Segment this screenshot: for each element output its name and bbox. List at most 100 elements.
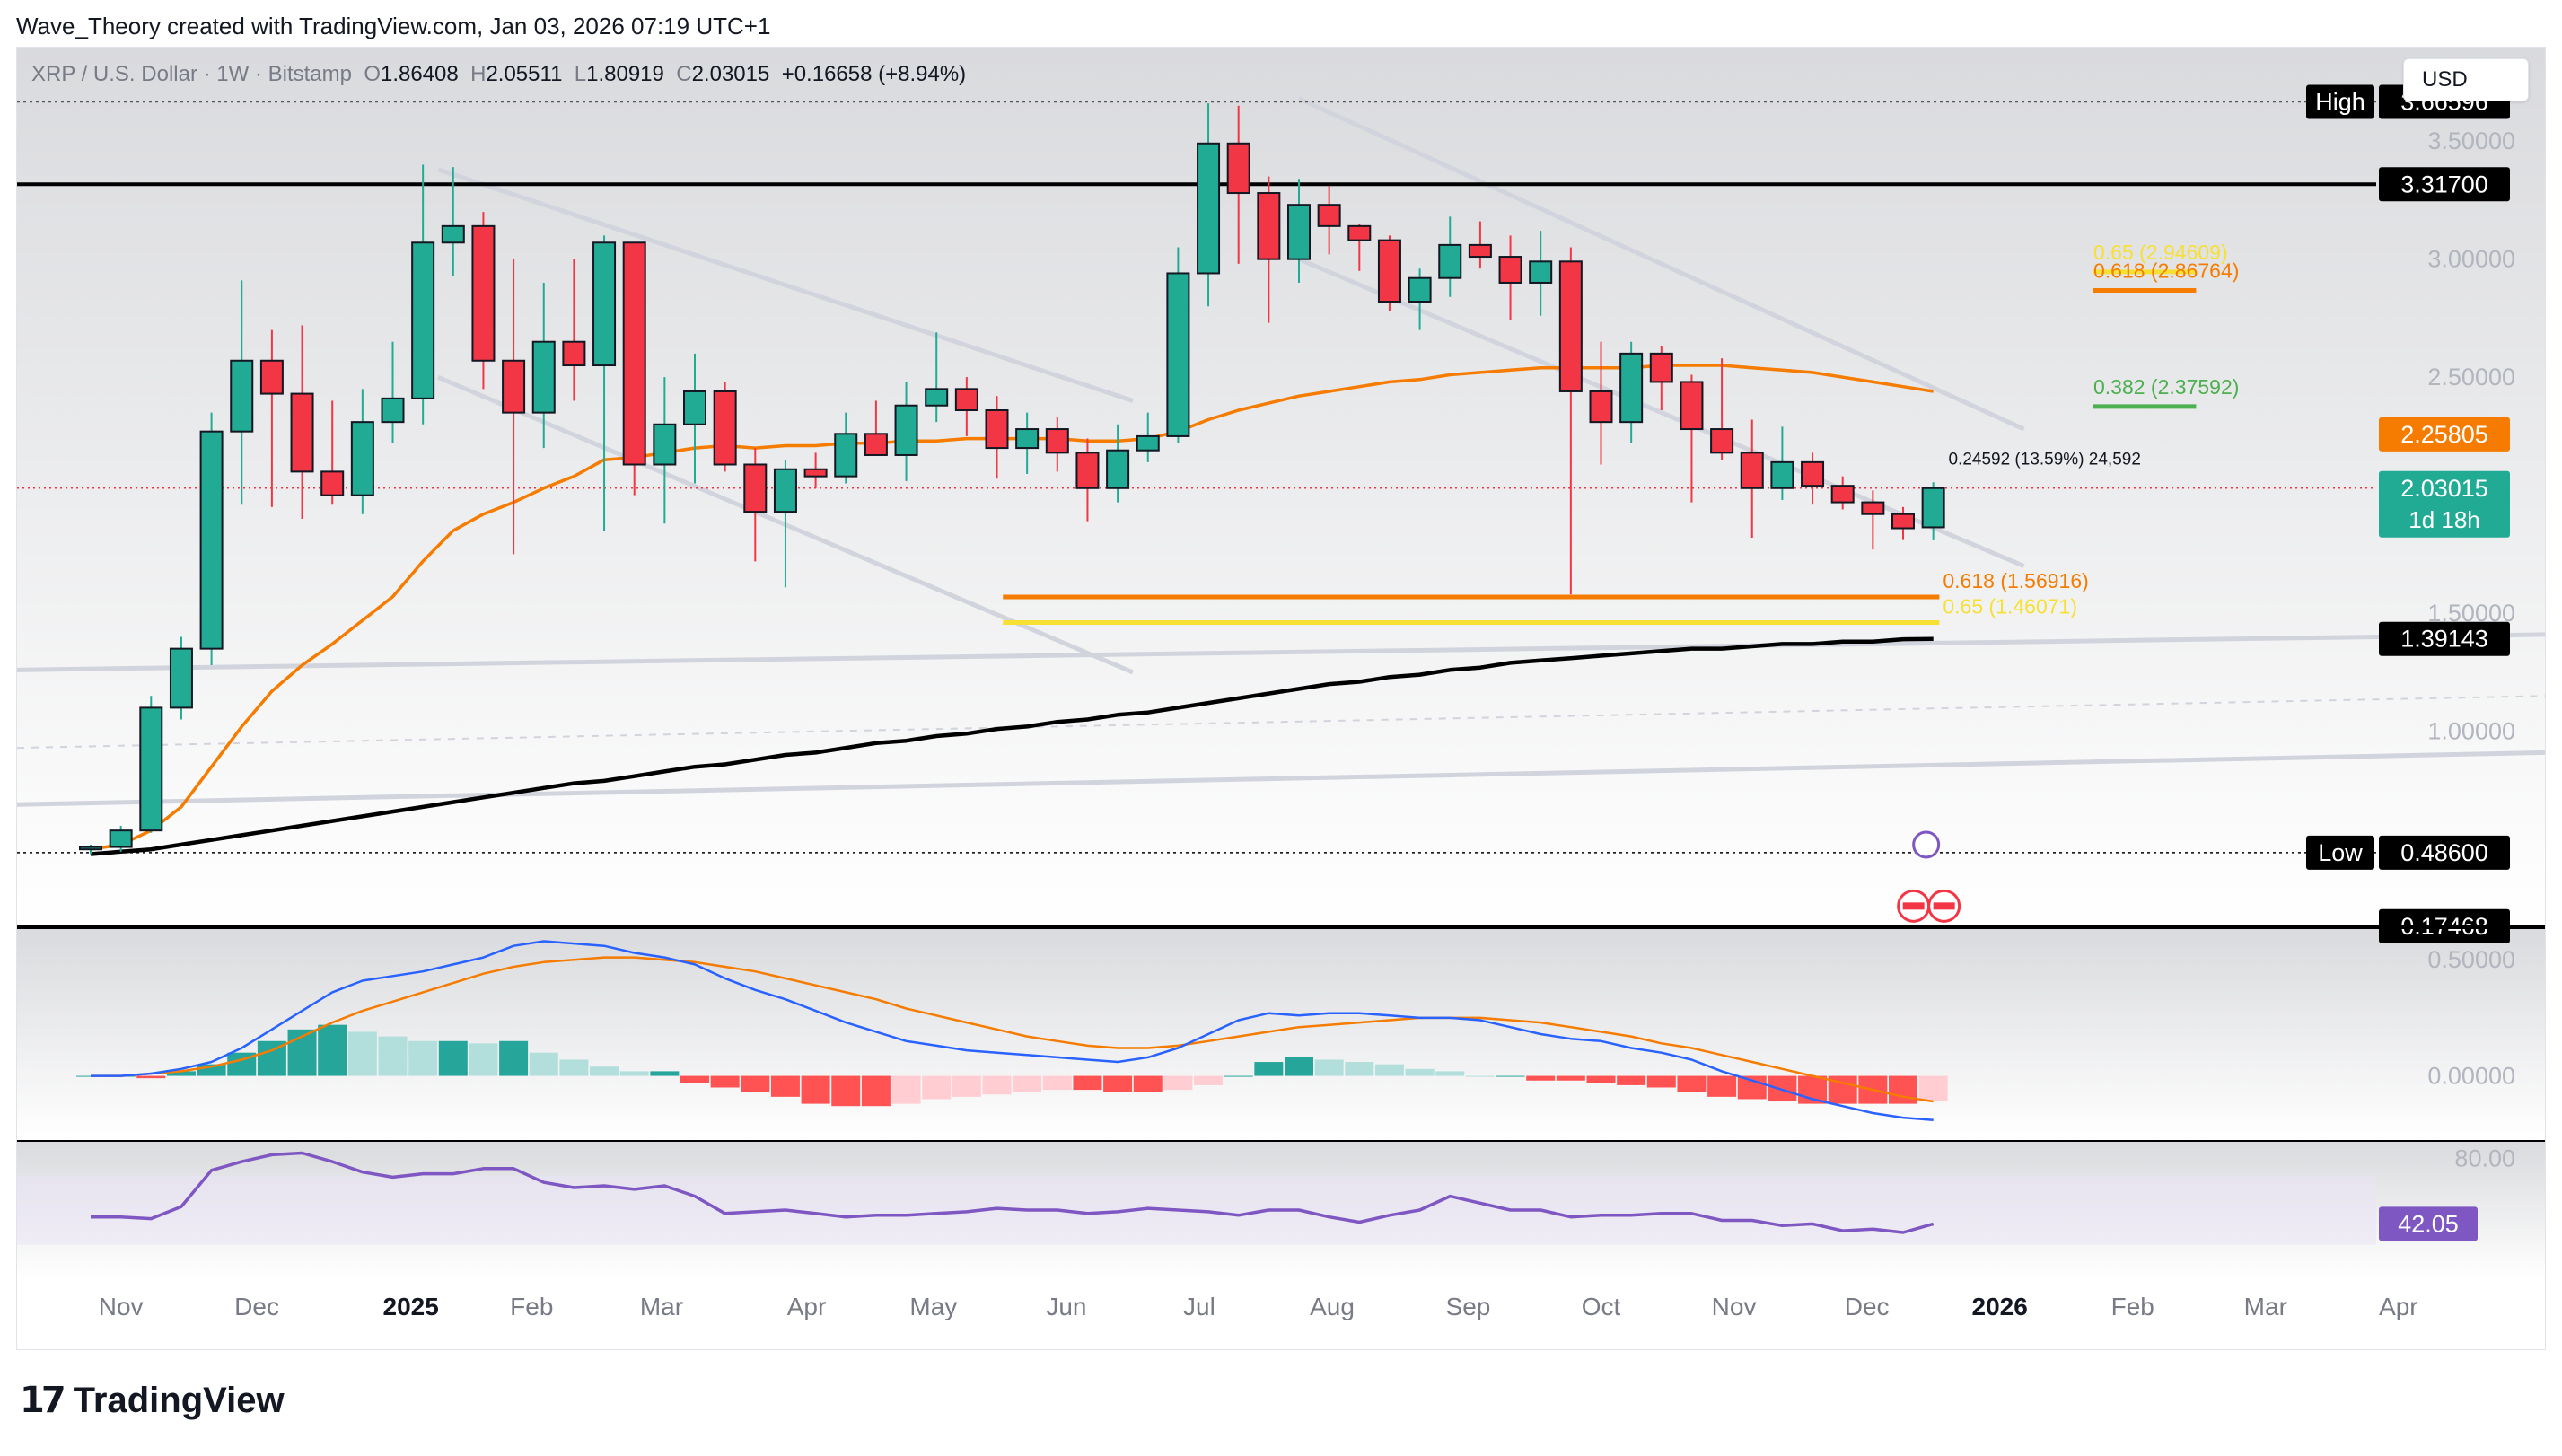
candle [1075, 438, 1100, 522]
us-flag-stripe [1902, 902, 1925, 910]
macd-histogram-bar [1465, 1075, 1495, 1077]
price-axis-tick: 1.00000 [2427, 718, 2515, 745]
change-value: +0.16658 (+8.94%) [781, 62, 967, 86]
candle [1801, 452, 1825, 505]
macd-histogram-bar [1918, 1075, 1948, 1102]
time-axis-background [17, 1279, 2545, 1349]
price-scale-label: 2.25805 [2400, 421, 2488, 448]
price-scale-label-box [2379, 417, 2510, 452]
low-label: L [574, 62, 587, 86]
macd-histogram-bar [1133, 1075, 1163, 1092]
candle-body [1921, 487, 1945, 529]
candle-body [894, 404, 918, 456]
channel-line [1297, 96, 2025, 432]
rsi-value-label: 42.05 [2398, 1210, 2459, 1237]
candle [683, 353, 706, 484]
candle-body [803, 468, 828, 478]
candle-body [320, 470, 345, 496]
macd-histogram-bar [982, 1075, 1012, 1095]
candle [1347, 224, 1372, 271]
macd-histogram-bar [1163, 1075, 1193, 1091]
candle-body [985, 409, 1009, 450]
time-axis-label: Mar [640, 1293, 683, 1320]
macd-histogram-bar [1314, 1059, 1344, 1076]
time-axis-label: Feb [2111, 1293, 2154, 1320]
fib-level-label: 0.65 (1.46071) [1943, 595, 2077, 618]
macd-histogram-bar [347, 1031, 377, 1076]
macd-histogram-bar [710, 1075, 740, 1088]
macd-histogram-bar [529, 1052, 558, 1076]
time-axis-label: Dec [1845, 1293, 1890, 1320]
candle [1710, 358, 1734, 460]
candle-body [1680, 381, 1704, 431]
low-value: 1.80919 [586, 62, 664, 86]
price-scale-label-box [2379, 167, 2510, 202]
macd-histogram-bar [1224, 1075, 1253, 1077]
macd-histogram-bar [801, 1075, 830, 1104]
measure-annotation: 0.24592 (13.59%) 24,592 [1948, 450, 2140, 469]
chart-frame[interactable]: 3.50000 3.00000 2.50000 1.50000 1.00000 0.65 … [16, 47, 2546, 1350]
candle [954, 377, 978, 436]
candle [592, 235, 617, 531]
candle-body [230, 359, 254, 433]
candle [1649, 346, 1673, 410]
price-scale-label: 0.48600 [2400, 839, 2488, 866]
candle-body [350, 421, 374, 496]
tradingview-logo[interactable]: 17 TradingView [20, 1379, 285, 1422]
open-label: O [364, 62, 381, 86]
candle [109, 825, 133, 852]
candle-body [1377, 239, 1401, 303]
price-scale-label: 2.03015 [2400, 475, 2488, 502]
candle-body [1257, 192, 1281, 260]
macd-histogram-bar [408, 1040, 438, 1076]
candle [622, 241, 646, 496]
candle-body [713, 390, 737, 466]
support-trendline [17, 632, 2545, 672]
candle [1498, 235, 1522, 321]
candle-body [531, 340, 556, 414]
candle [169, 636, 193, 720]
time-axis-label: Jul [1183, 1293, 1215, 1320]
price-scale-label-box [2379, 470, 2510, 538]
candle-body [1438, 243, 1462, 279]
macd-histogram-bar [166, 1071, 196, 1076]
candle-body [441, 224, 465, 244]
macd-histogram-bar [1586, 1075, 1616, 1083]
macd-pane-background [17, 927, 2545, 1141]
candle-body [562, 340, 586, 367]
macd-histogram-bar [1617, 1075, 1646, 1085]
candle [1529, 231, 1553, 316]
currency-button[interactable]: USD [2403, 58, 2529, 101]
chart-credit: Wave_Theory created with TradingView.com… [16, 13, 771, 39]
candle-body [1529, 260, 1553, 284]
candle [1830, 476, 1855, 510]
candle [985, 396, 1009, 479]
candle-body [109, 829, 133, 848]
candle [1438, 216, 1462, 297]
candle [381, 341, 405, 443]
price-scale-label: 3.31700 [2400, 171, 2488, 197]
close-value: 2.03015 [691, 62, 770, 86]
candle-body [1468, 243, 1492, 259]
candle [531, 282, 556, 449]
price-axis-tick: 2.50000 [2427, 364, 2515, 390]
candle [1408, 268, 1432, 330]
tradingview-logo-icon: 17 [20, 1380, 66, 1421]
candle-body [1136, 434, 1160, 452]
macd-signal-line [91, 956, 1934, 1103]
candle-body [1740, 452, 1764, 489]
fib-level-label: 0.618 (2.86764) [2093, 259, 2239, 282]
macd-histogram-bar [1254, 1062, 1284, 1076]
candle [1015, 412, 1040, 475]
candle-body [834, 433, 858, 478]
candle [1740, 419, 1764, 539]
candle-body [471, 224, 496, 362]
candle-body [1166, 272, 1190, 437]
chart-canvas[interactable]: 3.500003.000002.500001.500001.000000.65 … [17, 48, 2546, 1350]
candle-body [1045, 428, 1069, 454]
macd-histogram-bar [1889, 1075, 1917, 1104]
candle [834, 412, 858, 484]
time-axis-label: Nov [1712, 1293, 1757, 1320]
candle-body [1347, 224, 1372, 241]
candle [803, 452, 828, 488]
